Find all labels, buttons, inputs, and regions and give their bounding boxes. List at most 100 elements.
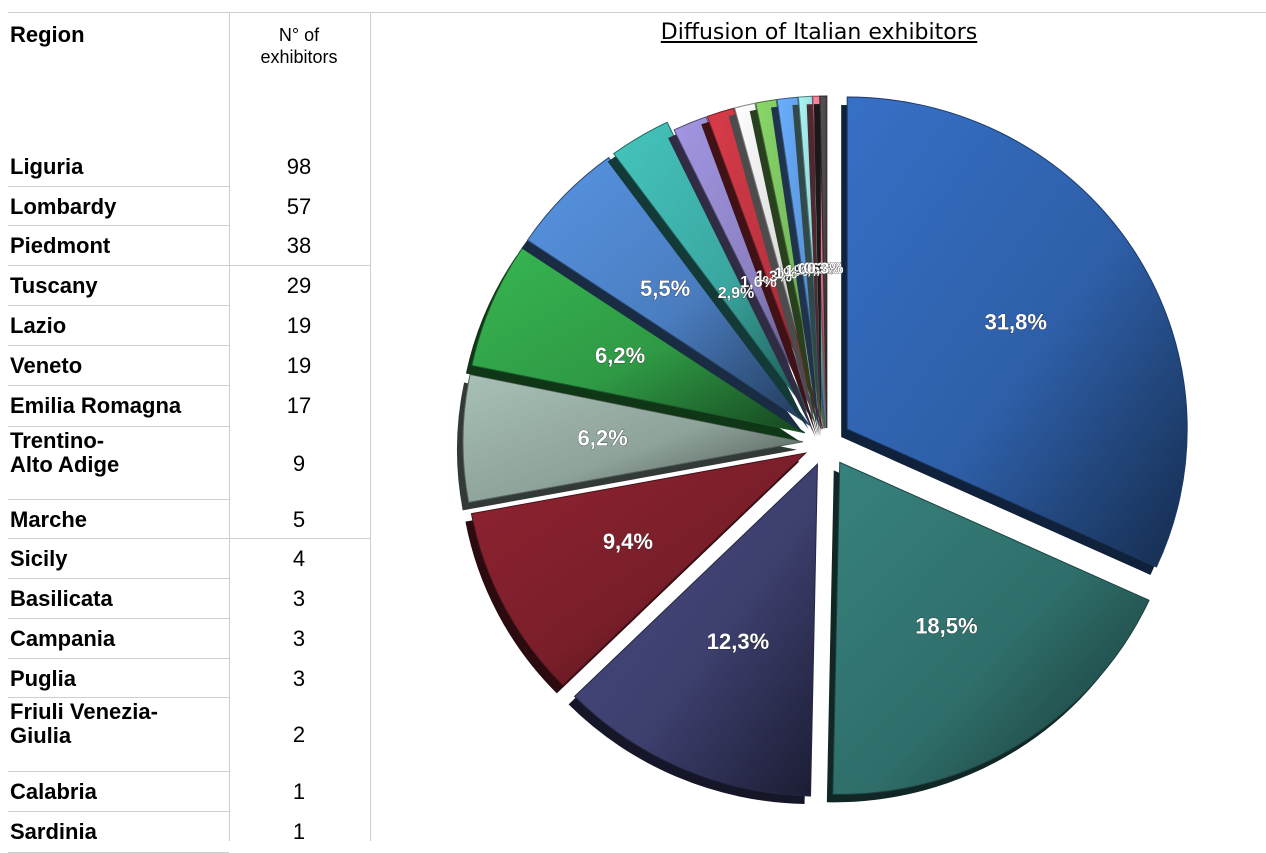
region-name-line: Piedmont	[10, 233, 111, 258]
row-divider	[8, 499, 229, 500]
region-name-line: Tuscany	[10, 273, 98, 298]
region-name-line: Campania	[10, 626, 116, 651]
pie-slice-liguria	[846, 96, 1188, 568]
exhibitor-count: 98	[286, 154, 312, 179]
pie-slice-tuscany	[470, 452, 808, 687]
exhibitor-count: 5	[292, 507, 306, 532]
table-row: Campania 3	[8, 619, 370, 659]
table-row: Sardinia 1	[8, 812, 370, 853]
region-name: Liguria	[10, 155, 225, 179]
exhibitor-count: 3	[292, 666, 306, 691]
exhibitor-count: 1	[292, 779, 306, 804]
region-name: Trentino- Alto Adige	[10, 429, 225, 477]
row-divider	[8, 618, 229, 619]
region-name-line: Sicily	[10, 546, 68, 571]
table-row: Lazio 19	[8, 306, 370, 346]
pie-data-label: 1%	[774, 265, 797, 282]
row-divider	[8, 811, 229, 812]
pie-data-label: 18,5%	[915, 613, 977, 638]
pie-data-label: 1%	[796, 262, 819, 279]
exhibitor-count: 2	[292, 722, 306, 747]
pie-chart: 31,8%18,5%12,3%9,4%6,2%6,2%5,5% 2,9%1,6%1…	[457, 95, 1188, 804]
exhibitor-count: 57	[286, 194, 312, 219]
region-name-line: Friuli Venezia-	[10, 699, 158, 724]
pie-chart-panel: Diffusion of Italian exhibitors 31,8% 18,…	[372, 12, 1266, 841]
region-name: Sardinia	[10, 820, 225, 844]
region-name-line: Veneto	[10, 353, 83, 378]
pie-slice-trentino-alto-adige	[612, 121, 816, 422]
region-name: Lazio	[10, 314, 225, 338]
table-row: Lombardy 57	[8, 187, 370, 226]
table-row: Liguria 98	[8, 147, 370, 187]
pie-slice-sardinia	[819, 95, 828, 429]
pie-data-label: 1,6%	[740, 274, 776, 291]
row-divider	[8, 186, 229, 187]
region-name: Emilia Romagna	[10, 394, 225, 418]
column-separator	[229, 12, 230, 841]
page-top-rule	[8, 12, 1266, 13]
row-divider	[8, 538, 370, 539]
table-row: Trentino- Alto Adige 9	[8, 427, 370, 500]
pie-slice-emilia-romagna	[526, 156, 811, 426]
pie-data-label: 1,3%	[756, 269, 792, 286]
region-name: Puglia	[10, 667, 225, 691]
exhibitor-count: 19	[286, 313, 312, 338]
row-divider	[8, 578, 229, 579]
exhibitor-count: 17	[286, 393, 312, 418]
region-name-line: Trentino-	[10, 428, 105, 453]
region-name-line: Lombardy	[10, 194, 117, 219]
pie-slice-depth	[728, 111, 818, 437]
table-row: Basilicata 3	[8, 579, 370, 619]
exhibitor-count: 3	[292, 586, 306, 611]
exhibitors-table: Region N° of exhibitors Liguria 98 Lombard…	[8, 12, 371, 853]
region-name-line: Alto Adige	[10, 452, 120, 477]
region-name: Sicily	[10, 547, 225, 571]
pie-slice-depth	[749, 107, 819, 437]
table-row: Friuli Venezia- Giulia 2	[8, 698, 370, 772]
region-name: Calabria	[10, 780, 225, 804]
table-row: Tuscany 29	[8, 266, 370, 306]
region-name-line: Sardinia	[10, 819, 97, 844]
header-count-line-2: exhibitors	[260, 47, 338, 67]
row-divider	[8, 265, 370, 266]
pie-slice-depth	[813, 104, 821, 437]
exhibitor-count: 29	[286, 273, 312, 298]
region-name-line: Giulia	[10, 723, 72, 748]
table-row: Calabria 1	[8, 772, 370, 812]
pie-slice-piedmont	[573, 462, 819, 797]
table-row: Marche 5	[8, 500, 370, 539]
region-name: Marche	[10, 508, 225, 532]
pie-data-label: 0,6%	[798, 261, 834, 278]
region-name-line: Liguria	[10, 154, 84, 179]
pie-slice-depth	[792, 104, 821, 437]
pie-data-label: 31,8%	[985, 309, 1047, 334]
pie-slice-veneto	[471, 246, 806, 434]
region-name-line: Puglia	[10, 666, 77, 691]
row-divider	[8, 697, 229, 698]
pie-slice-lazio	[462, 373, 804, 503]
region-name: Friuli Venezia- Giulia	[10, 700, 225, 748]
pie-data-label: 12,3%	[707, 629, 769, 654]
pie-slice-lombardy	[832, 461, 1150, 795]
region-name: Tuscany	[10, 274, 225, 298]
header-exhibitor-count: N° of exhibitors	[230, 24, 368, 68]
pie-data-label: 6,2%	[578, 426, 628, 451]
region-name: Lombardy	[10, 195, 225, 219]
region-name-line: Marche	[10, 507, 88, 532]
header-count-line-1: N° of	[278, 25, 320, 45]
pie-data-label: 5,5%	[640, 276, 690, 301]
pie-slice-depth	[771, 105, 820, 437]
exhibitor-count: 19	[286, 353, 312, 378]
region-name-line: Calabria	[10, 779, 97, 804]
region-name-line: Lazio	[10, 313, 67, 338]
exhibitor-count: 1	[292, 819, 306, 844]
row-divider	[8, 305, 229, 306]
table-row: Puglia 3	[8, 659, 370, 698]
pie-data-label: 0,3%	[807, 261, 843, 278]
chart-title: Diffusion of Italian exhibitors	[660, 20, 978, 45]
table-row: Sicily 4	[8, 539, 370, 579]
pie-slice-marche	[673, 116, 823, 430]
row-divider	[8, 225, 229, 226]
header-region: Region	[10, 22, 85, 47]
region-name: Campania	[10, 627, 225, 651]
